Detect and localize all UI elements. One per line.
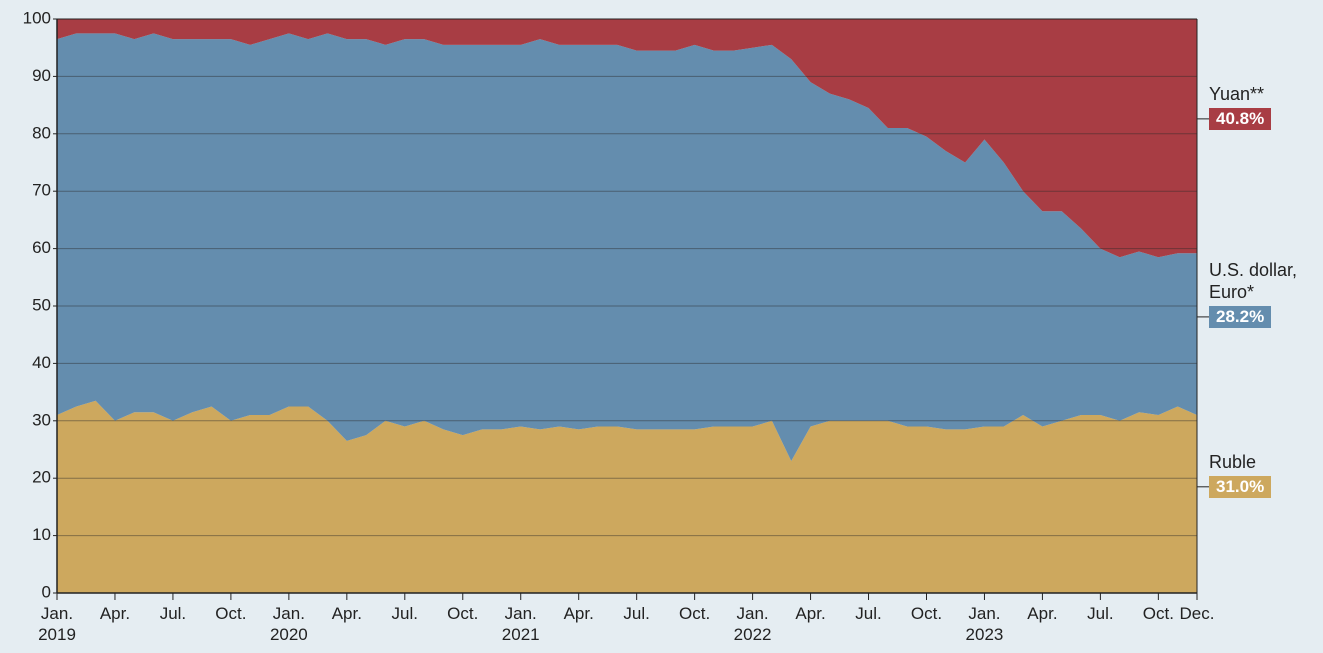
x-tick-label: Jul. bbox=[855, 604, 882, 623]
x-tick-label: Apr. bbox=[1027, 604, 1058, 623]
y-tick-label: 30 bbox=[32, 410, 51, 429]
x-tick-label: Jan. 2023 bbox=[965, 604, 1004, 644]
y-tick-label: 70 bbox=[32, 181, 51, 200]
y-tick-label: 10 bbox=[32, 525, 51, 544]
y-tick-label: 80 bbox=[32, 123, 51, 142]
end-value-label: 40.8% bbox=[1209, 107, 1272, 130]
x-tick-label: Jul. bbox=[1087, 604, 1114, 623]
series-name: U.S. dollar, Euro* bbox=[1209, 259, 1298, 302]
x-tick-label: Oct. bbox=[215, 604, 247, 623]
x-tick-label: Jan. 2021 bbox=[501, 604, 540, 644]
area bbox=[57, 400, 1197, 593]
x-tick-label: Oct. bbox=[1142, 604, 1174, 623]
x-tick-label: Oct. bbox=[910, 604, 943, 623]
x-tick-label: Dec. bbox=[1179, 604, 1215, 623]
y-tick-label: 60 bbox=[32, 238, 51, 257]
x-tick-label: Jan. 2019 bbox=[38, 604, 76, 644]
end-value-label: 28.2% bbox=[1209, 305, 1272, 328]
y-tick-label: 100 bbox=[23, 8, 51, 27]
x-tick-label: Oct. bbox=[679, 604, 711, 623]
x-tick-label: Jul. bbox=[159, 604, 187, 623]
y-tick-label: 40 bbox=[32, 353, 51, 372]
y-tick-label: 20 bbox=[32, 468, 51, 487]
x-tick-label: Jul. bbox=[391, 604, 419, 623]
y-tick-label: 50 bbox=[32, 295, 51, 314]
x-tick-label: Jan. 2022 bbox=[733, 604, 772, 644]
y-tick-label: 0 bbox=[42, 582, 51, 601]
x-tick-label: Apr. bbox=[99, 604, 131, 623]
x-tick-label: Apr. bbox=[331, 604, 362, 623]
area bbox=[57, 19, 1197, 258]
area bbox=[57, 33, 1197, 461]
x-tick-label: Jan. 2020 bbox=[269, 604, 308, 644]
y-tick-label: 90 bbox=[32, 66, 51, 85]
series-name: Ruble bbox=[1209, 451, 1257, 472]
x-tick-label: Oct. bbox=[447, 604, 479, 623]
end-value-label: 31.0% bbox=[1209, 475, 1272, 498]
series-name: Yuan** bbox=[1209, 83, 1265, 104]
x-tick-label: Apr. bbox=[795, 604, 826, 623]
x-tick-label: Apr. bbox=[563, 604, 594, 623]
x-tick-label: Jul. bbox=[623, 604, 650, 623]
